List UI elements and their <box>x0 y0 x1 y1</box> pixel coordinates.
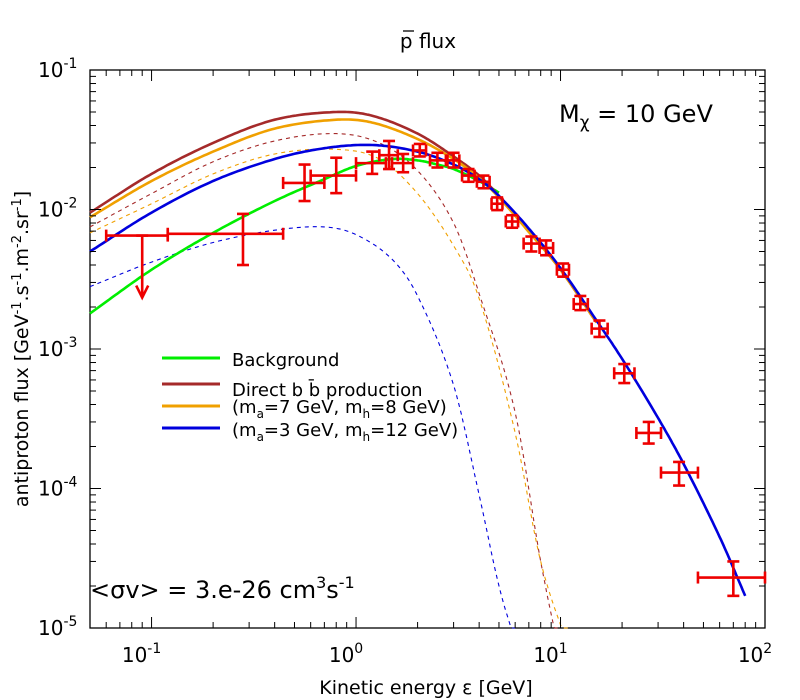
data-point <box>696 560 767 598</box>
data-point <box>572 294 590 312</box>
legend-label-direct-bb: Direct b b̄ production <box>232 379 423 401</box>
data-point <box>612 362 636 385</box>
data-point <box>166 212 285 267</box>
legend-label-ma3: (ma=3 GeV, mh=12 GeV) <box>232 420 458 444</box>
upper-limit-arrow <box>135 285 150 301</box>
series-bb-signal-brown-dashed- <box>89 133 561 629</box>
y-tick-label: 10-5 <box>38 614 77 640</box>
data-point <box>460 167 476 184</box>
data-points <box>104 139 767 598</box>
data-point <box>659 460 700 487</box>
data-point <box>504 213 520 230</box>
data-point <box>104 229 170 301</box>
data-point <box>446 151 461 169</box>
data-point <box>390 152 415 174</box>
data-point <box>411 142 428 158</box>
chart-title-text: p flux <box>400 29 456 53</box>
y-tick-label: 10-4 <box>38 475 78 501</box>
y-axis-label: antiproton flux [GeV-1.s-1.m-2.sr-1] <box>10 191 33 507</box>
data-point <box>555 262 571 278</box>
legend-label-background: Background <box>232 350 339 371</box>
x-axis: 10-1 100 101 102 <box>89 70 772 667</box>
chart-title: p flux <box>400 29 456 53</box>
data-point <box>475 174 491 190</box>
x-tick-label: 100 <box>329 641 363 667</box>
axis-labels: Kinetic energy ε [GeV] antiproton flux [G… <box>10 191 533 699</box>
data-point <box>635 420 663 445</box>
x-tick-label: 101 <box>533 641 567 667</box>
data-point <box>428 151 448 169</box>
data-point <box>490 196 504 212</box>
data-point <box>281 163 326 203</box>
y-tick-label: 10-1 <box>38 56 77 82</box>
series--ma-3-gev-mh-12-gev- <box>89 143 747 597</box>
series-ma-3-signal-blue-dashed- <box>89 226 516 629</box>
data-point <box>522 235 541 253</box>
series--ma-7-gev-mh-8-gev- <box>89 118 598 324</box>
legend: Background Direct b b̄ production(ma=7 Ge… <box>162 350 458 444</box>
series-background <box>89 157 500 315</box>
data-point <box>354 150 388 176</box>
y-axis: 10-5 10-4 10-3 10-2 10-1 <box>38 56 765 640</box>
x-tick-label: 102 <box>738 641 772 667</box>
cross-section-annotation: <σv> = 3.e-26 cm3s-1 <box>90 573 355 604</box>
x-tick-label: 10-1 <box>122 641 161 667</box>
data-point <box>309 156 358 195</box>
y-tick-label: 10-3 <box>38 335 77 361</box>
curves <box>89 110 747 629</box>
legend-label-ma7: (ma=7 GeV, mh=8 GeV) <box>232 397 447 421</box>
y-tick-label: 10-2 <box>38 196 77 222</box>
mass-annotation: Mχ = 10 GeV <box>559 100 713 133</box>
data-point <box>590 319 609 339</box>
x-axis-label: Kinetic energy ε [GeV] <box>319 677 532 699</box>
annotations: Mχ = 10 GeV <σv> = 3.e-26 cm3s-1 <box>90 100 713 604</box>
data-point <box>538 239 555 257</box>
